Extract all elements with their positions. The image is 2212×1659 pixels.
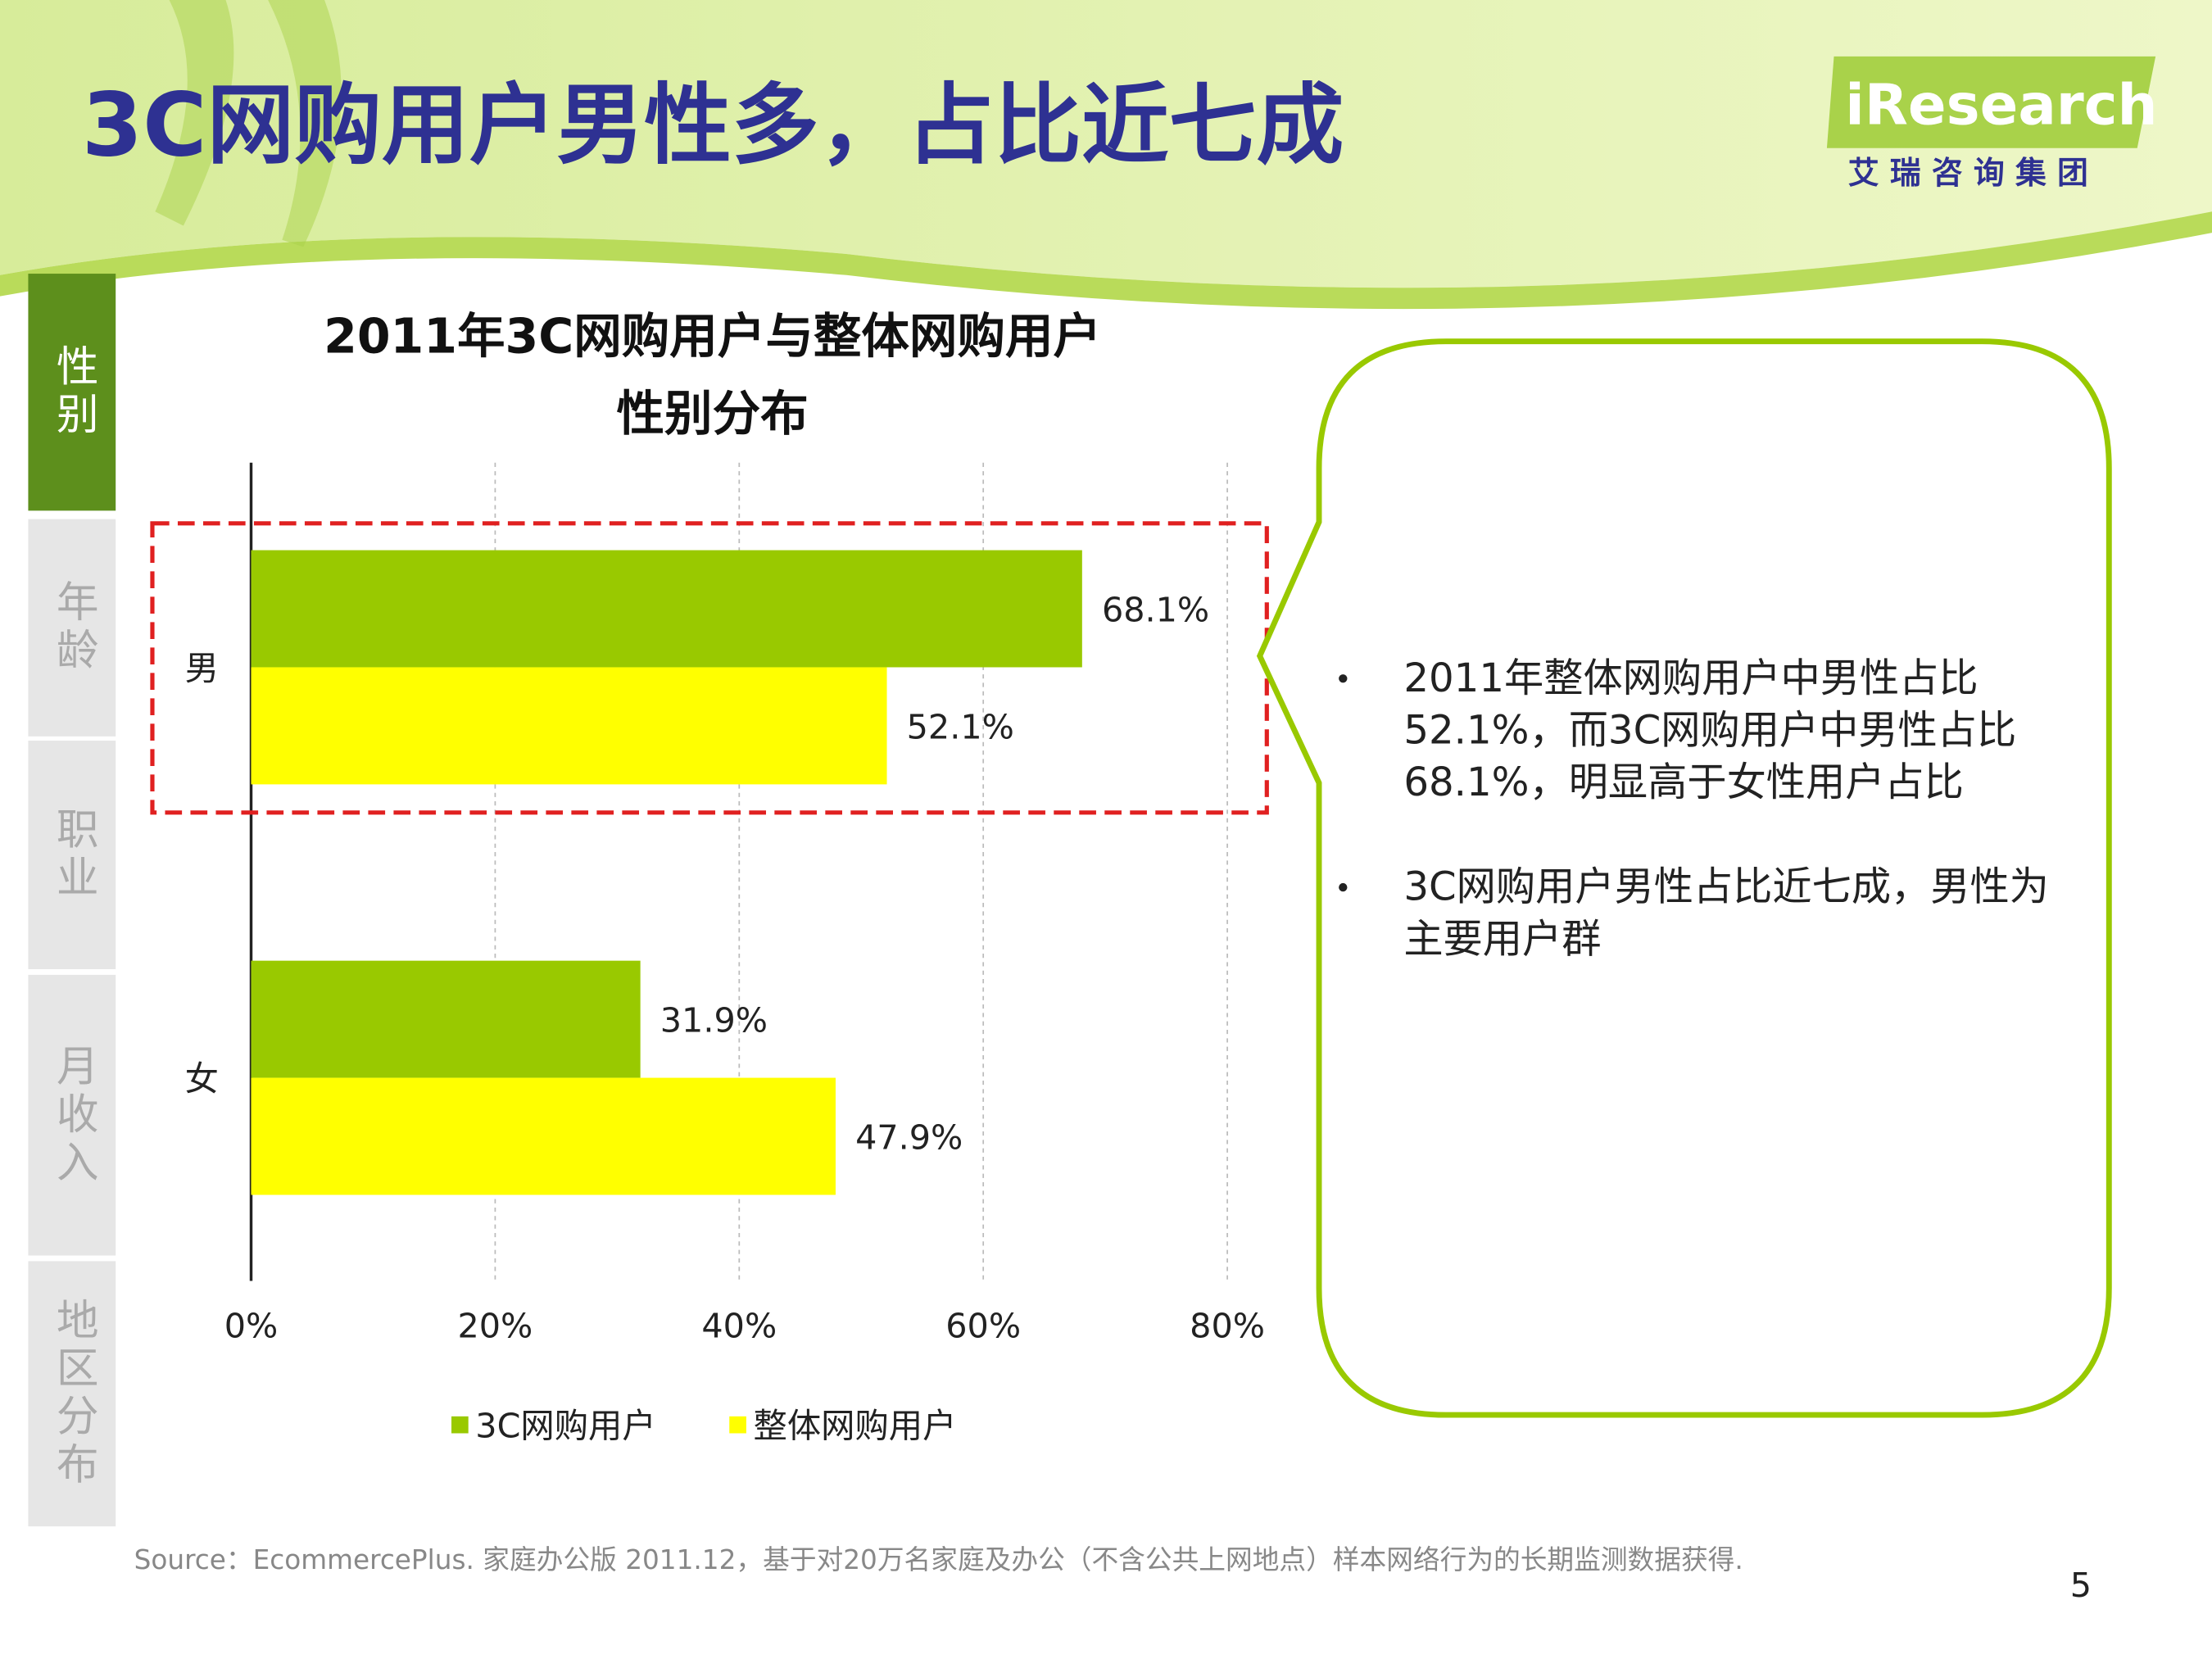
callout xyxy=(1256,338,2112,1418)
tab[interactable]: 地区分布 xyxy=(28,1261,116,1527)
logo-bg xyxy=(1826,56,2156,148)
logo-sub: 艾 瑞 咨 询 集 团 xyxy=(1848,155,2088,191)
bar xyxy=(251,667,887,785)
bullet-dot xyxy=(1339,882,1348,892)
value-label: 68.1% xyxy=(1102,591,1209,630)
chart-title: 性别分布 xyxy=(617,386,809,442)
legend-label: 整体网购用户 xyxy=(754,1407,957,1446)
tab[interactable]: 职业 xyxy=(28,741,116,969)
legend-swatch xyxy=(729,1416,746,1434)
tab[interactable]: 月收入 xyxy=(28,974,116,1256)
value-label: 52.1% xyxy=(907,707,1014,746)
bullet-text: 3C网购用户男性占比近七成，男性为主要用户群 xyxy=(1403,863,2049,963)
x-tick-label: 40% xyxy=(701,1306,777,1345)
value-label: 31.9% xyxy=(660,1001,768,1040)
legend-swatch xyxy=(451,1416,469,1434)
y-tick-label: 男 xyxy=(185,649,219,688)
bar xyxy=(251,550,1082,668)
bar xyxy=(251,1077,836,1195)
x-tick-label: 20% xyxy=(457,1306,533,1345)
header-wave xyxy=(0,211,2212,310)
x-tick-label: 0% xyxy=(224,1306,279,1345)
header-bg xyxy=(0,0,2212,288)
y-tick-label: 女 xyxy=(185,1059,219,1099)
x-tick-label: 60% xyxy=(945,1306,1021,1345)
tab-label: 地区分布 xyxy=(48,1298,97,1490)
page-number: 5 xyxy=(2070,1566,2092,1605)
bar xyxy=(251,960,641,1078)
tab-label: 职业 xyxy=(48,806,97,904)
bullet-dot xyxy=(1339,674,1348,683)
tab[interactable]: 年龄 xyxy=(28,519,116,737)
slide-title: 3C网购用户男性多，占比近七成 xyxy=(82,75,1344,176)
source: Source：EcommercePlus. 家庭办公版 2011.12，基于对2… xyxy=(134,1544,1743,1575)
bullet: 3C网购用户男性占比近七成，男性为主要用户群 xyxy=(1333,860,2066,964)
tab-label: 年龄 xyxy=(48,579,97,676)
x-tick-label: 80% xyxy=(1190,1306,1265,1345)
chart-title: 2011年3C网购用户与整体网购用户 xyxy=(324,308,1101,364)
tab-label: 性别 xyxy=(48,344,97,441)
bullet-text: 2011年整体网购用户中男性占比52.1%，而3C网购用户中男性占比68.1%，… xyxy=(1403,654,2017,806)
bullet: 2011年整体网购用户中男性占比52.1%，而3C网购用户中男性占比68.1%，… xyxy=(1333,652,2066,809)
logo: iResearch xyxy=(1845,73,2157,138)
tab[interactable]: 性别 xyxy=(28,274,116,511)
legend-label: 3C网购用户 xyxy=(475,1407,655,1446)
value-label: 47.9% xyxy=(855,1118,963,1158)
tab-label: 月收入 xyxy=(48,1043,97,1188)
leaf xyxy=(155,0,342,247)
